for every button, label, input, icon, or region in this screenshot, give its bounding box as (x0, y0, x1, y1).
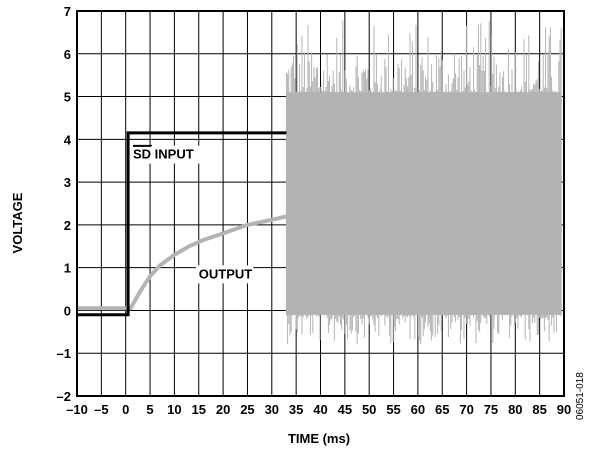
plot-frame (76, 10, 565, 397)
x-tick-label: 70 (459, 402, 473, 417)
output-label: OUTPUT (199, 266, 253, 281)
output-line (77, 214, 287, 311)
x-tick-label: 80 (508, 402, 522, 417)
x-tick-label: 85 (532, 402, 546, 417)
x-tick-label: 35 (289, 402, 303, 417)
input-text: INPUT (151, 147, 194, 162)
series-lines (77, 131, 287, 317)
x-tick-label: 60 (411, 402, 425, 417)
y-tick-label: 5 (64, 90, 71, 105)
x-axis-title: TIME (ms) (288, 431, 350, 446)
y-tick-label: 3 (64, 175, 71, 190)
x-tick-label: 15 (192, 402, 206, 417)
x-tick-label: 10 (167, 402, 181, 417)
y-tick-label: 0 (64, 303, 71, 318)
y-tick-label: 7 (64, 4, 71, 19)
sd-input-line (77, 131, 287, 317)
x-tick-label: 50 (362, 402, 376, 417)
annotation-bg (195, 265, 254, 284)
y-tick-label: 1 (64, 261, 71, 276)
x-tick-label: 65 (435, 402, 449, 417)
output-noise-band (285, 20, 562, 345)
tick-labels: –10 –5 0 5 10 15 20 25 30 35 40 45 50 55 60 65 70 75 80 85 9… (57, 4, 572, 417)
x-tick-label: 45 (338, 402, 352, 417)
sd-input-label: SD INPUT (133, 147, 194, 162)
y-tick-label: 2 (64, 218, 71, 233)
x-tick-label: 0 (122, 402, 129, 417)
x-tick-label: 55 (386, 402, 400, 417)
x-tick-label: 30 (265, 402, 279, 417)
y-tick-label: 4 (64, 132, 72, 147)
x-tick-label: 20 (216, 402, 230, 417)
y-tick-label: –2 (57, 389, 71, 404)
x-tick-label: 25 (240, 402, 254, 417)
noise-spikes (285, 20, 562, 345)
x-tick-label: –5 (94, 402, 108, 417)
sd-overline-text: SD (133, 147, 151, 162)
x-tick-label: 75 (484, 402, 498, 417)
x-tick-label: 5 (146, 402, 153, 417)
y-tick-label: 6 (64, 47, 71, 62)
annotations: SD INPUT OUTPUT (130, 144, 254, 284)
y-axis-title: VOLTAGE (10, 192, 25, 253)
x-tick-label: 90 (557, 402, 571, 417)
x-tick-label: 40 (313, 402, 327, 417)
annotation-bg (130, 145, 205, 164)
x-tick-label: –10 (66, 402, 88, 417)
figure-id: 06051-018 (575, 372, 586, 420)
y-tick-label: –1 (57, 346, 71, 361)
